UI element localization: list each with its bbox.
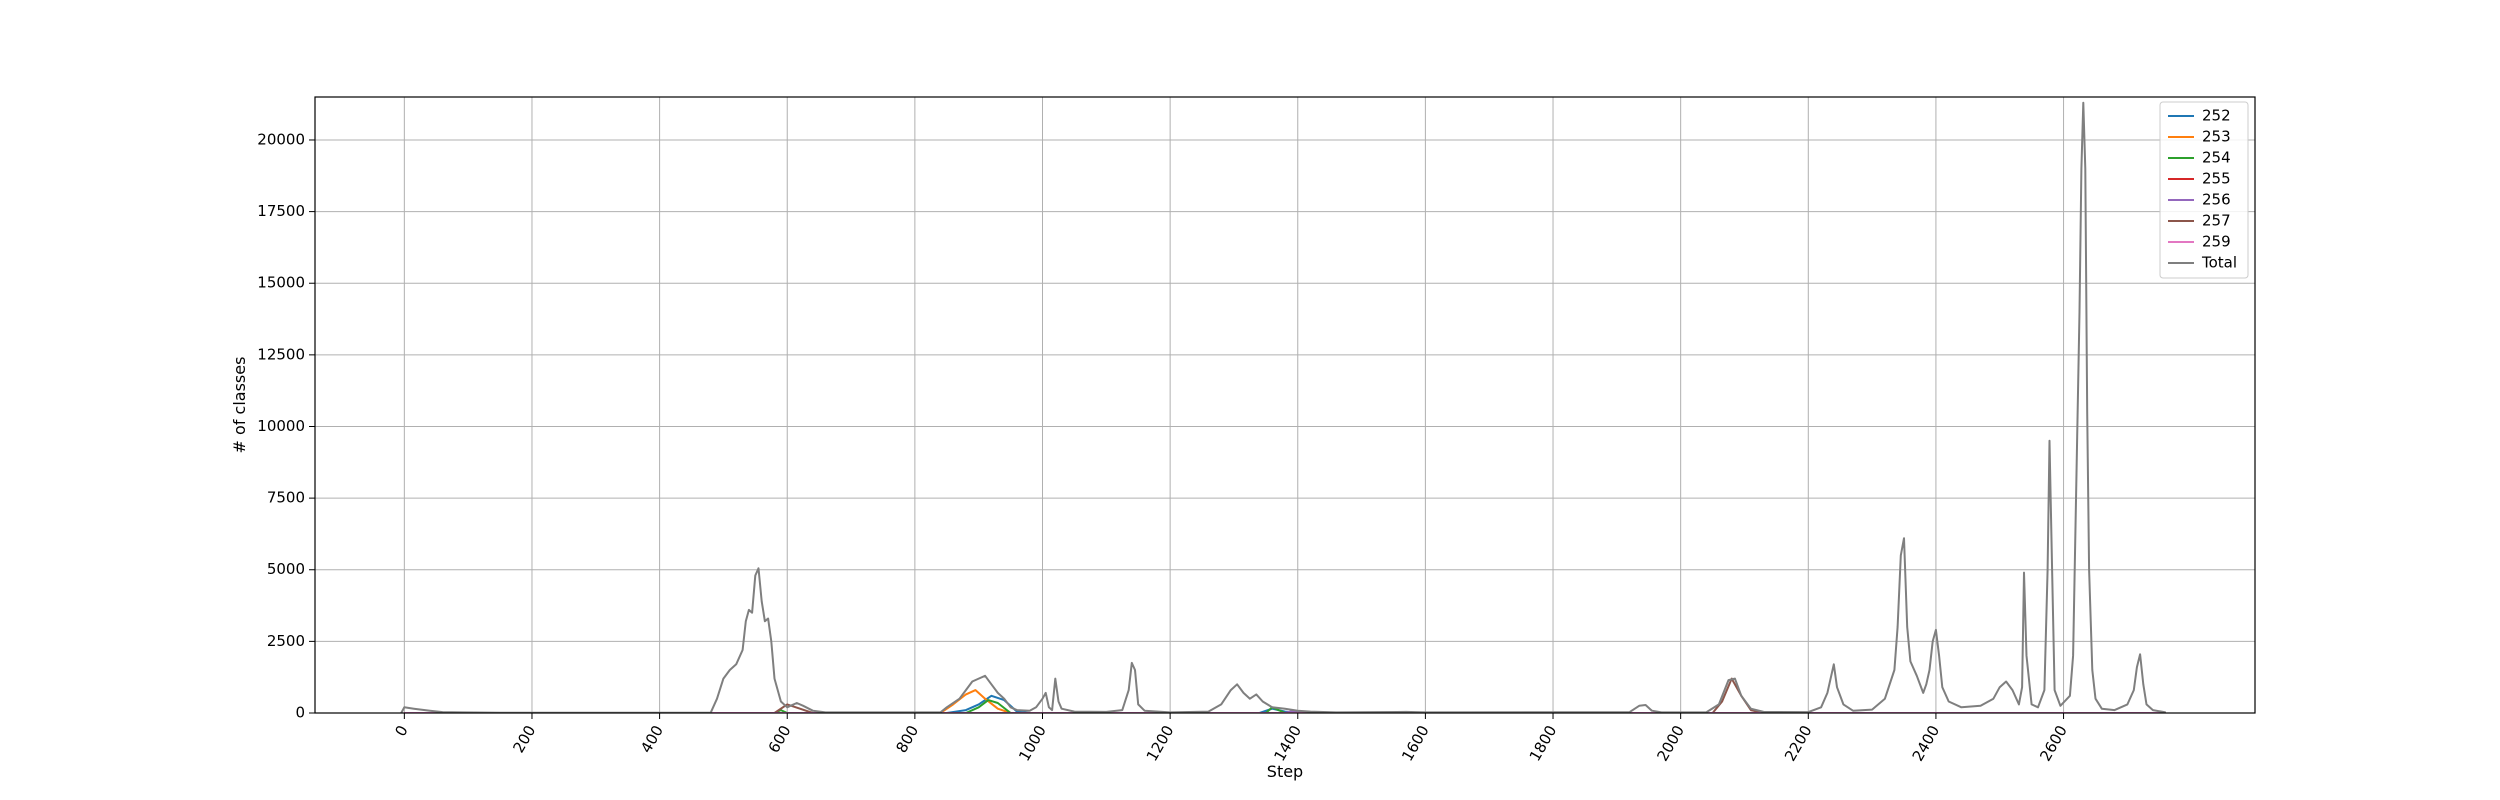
x-tick-label: 2000 [1653,722,1688,764]
series-line-252 [404,694,2166,713]
x-tick-label: 1800 [1526,722,1561,764]
legend-label: 256 [2202,191,2231,209]
y-axis: 0 2500 5000 7500 10000 12500 15000 17500 20000 [257,130,315,722]
y-tick-label: 12500 [257,345,305,363]
legend-label: 252 [2202,107,2231,125]
series-line-256 [404,710,2166,713]
y-tick-label: 10000 [257,417,305,435]
legend-label: 254 [2202,149,2231,167]
x-tick-label: 2400 [1909,722,1944,764]
x-tick-label: 600 [765,722,795,756]
x-axis-label: Step [1267,762,1303,781]
x-tick-label: 1400 [1270,722,1305,764]
series-line-total [400,101,2166,713]
series-line-254 [404,699,2166,713]
grid [315,97,2255,714]
x-tick-label: 200 [509,722,539,756]
x-tick-label: 800 [892,722,922,756]
x-tick-label: 1600 [1398,722,1433,764]
x-tick-label: 400 [637,722,667,756]
legend-label: 255 [2202,170,2231,188]
legend-label: 257 [2202,212,2231,230]
legend-label: 259 [2202,233,2231,251]
series-layer [400,101,2166,713]
y-tick-label: 2500 [267,632,305,650]
legend-label: 253 [2202,128,2231,146]
y-tick-label: 17500 [257,202,305,220]
legend-label: Total [2201,254,2237,272]
x-tick-label: 2200 [1781,722,1816,764]
y-tick-label: 0 [295,704,305,722]
x-tick-label: 1000 [1015,722,1050,764]
plot-frame [314,96,2256,714]
y-tick-label: 7500 [267,489,305,507]
y-tick-label: 15000 [257,274,305,292]
legend-box [2159,101,2249,279]
y-tick-label: 20000 [257,130,305,148]
x-axis: 0 200 400 600 800 1000 1200 1400 1600 1800 2000 220… [391,713,2071,764]
legend: 252 253 254 255 256 257 259 Total [2159,101,2249,279]
y-axis-label: # of classes [230,357,249,454]
x-tick-label: 2600 [2036,722,2071,764]
x-tick-label: 0 [391,722,411,739]
x-tick-label: 1200 [1143,722,1178,764]
y-tick-label: 5000 [267,560,305,578]
